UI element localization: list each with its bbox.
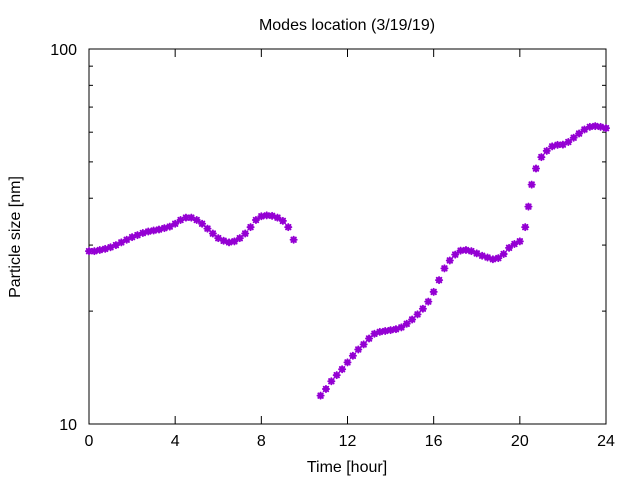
data-point (397, 323, 406, 332)
data-point (149, 226, 158, 235)
data-point (128, 233, 137, 242)
data-point (451, 250, 460, 259)
data-point (515, 237, 524, 246)
data-point (241, 229, 250, 238)
data-point (564, 137, 573, 146)
data-point (95, 246, 104, 255)
data-point (203, 224, 212, 233)
x-tick-label: 16 (425, 433, 443, 450)
data-point (413, 310, 422, 319)
data-point (542, 146, 551, 155)
data-point (225, 238, 234, 247)
data-points (85, 122, 610, 400)
data-point (440, 264, 449, 273)
x-tick-label: 8 (257, 433, 266, 450)
data-point (284, 223, 293, 232)
data-point (338, 365, 347, 374)
data-point (365, 334, 374, 343)
data-point (85, 247, 93, 256)
y-axis-ticks: 10 100 (50, 42, 606, 434)
data-point (429, 287, 438, 296)
plot-frame (88, 48, 607, 425)
x-tick-label: 24 (597, 433, 615, 450)
data-point (160, 224, 169, 233)
data-point (402, 319, 411, 328)
data-point (230, 237, 239, 246)
data-point (553, 140, 562, 149)
x-axis-ticks: 0 4 8 12 16 20 24 (85, 49, 615, 450)
chart-title: Modes location (3/19/19) (259, 17, 435, 34)
data-point (467, 247, 476, 256)
data-point (214, 234, 223, 243)
x-tick-label: 20 (511, 433, 529, 450)
data-point (558, 140, 567, 149)
data-point (521, 223, 530, 232)
data-point (499, 250, 508, 259)
data-point (316, 391, 325, 400)
data-point (575, 129, 584, 138)
data-point (505, 243, 514, 252)
data-point (144, 227, 153, 236)
data-point (117, 238, 126, 247)
data-point (408, 315, 417, 324)
data-point (251, 215, 260, 224)
y-tick-label: 10 (59, 417, 77, 434)
data-point (537, 153, 546, 162)
data-point (273, 213, 282, 222)
x-tick-label: 12 (339, 433, 357, 450)
data-point (524, 202, 533, 211)
y-axis-label: Particle size [nm] (7, 176, 24, 298)
data-point (187, 213, 196, 222)
data-point (585, 122, 594, 131)
data-point (461, 246, 470, 255)
data-point (106, 243, 115, 252)
data-point (122, 235, 131, 244)
data-point (418, 304, 427, 313)
data-point (354, 345, 363, 354)
data-point (257, 212, 266, 221)
data-point (580, 125, 589, 134)
data-point (472, 249, 481, 258)
data-point (569, 133, 578, 142)
data-point (176, 215, 185, 224)
x-axis-label: Time [hour] (307, 459, 387, 476)
data-point (327, 377, 336, 386)
x-tick-label: 4 (171, 433, 180, 450)
data-point (171, 219, 180, 228)
data-point (343, 358, 352, 367)
data-point (494, 254, 503, 263)
data-point (321, 384, 330, 393)
data-point (208, 229, 217, 238)
data-point (90, 247, 99, 256)
data-point (359, 340, 368, 349)
data-point (531, 164, 540, 173)
data-point (332, 371, 341, 380)
data-point (111, 241, 120, 250)
data-point (278, 216, 287, 225)
data-point (510, 239, 519, 248)
data-point (527, 180, 536, 189)
data-point (348, 351, 357, 360)
data-point (435, 276, 444, 285)
data-point (192, 215, 201, 224)
data-point (602, 124, 610, 133)
x-tick-label: 0 (85, 433, 94, 450)
data-point (165, 222, 174, 231)
data-point (101, 244, 110, 253)
data-point (235, 234, 244, 243)
data-point (246, 223, 255, 232)
data-point (198, 219, 207, 228)
data-point (445, 256, 454, 265)
data-point (133, 231, 142, 240)
data-point (289, 235, 298, 244)
data-point (424, 297, 433, 306)
y-tick-label: 100 (50, 42, 77, 59)
